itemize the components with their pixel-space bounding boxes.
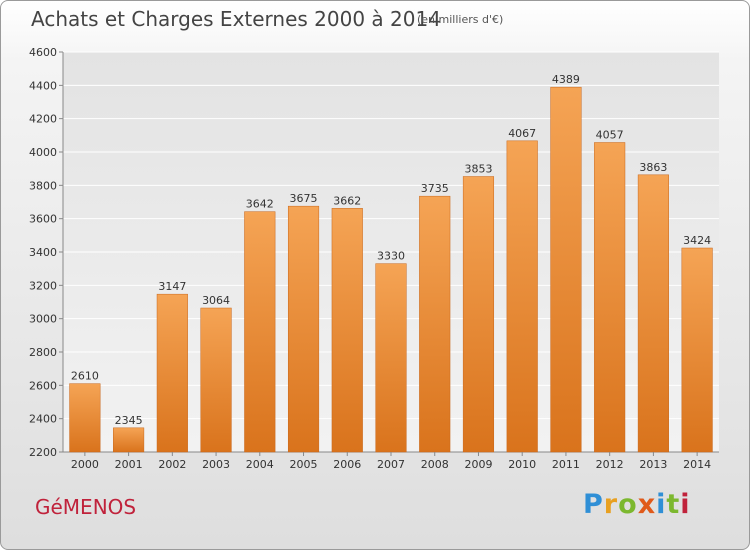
bar-value-label: 4067 bbox=[508, 127, 536, 140]
bar-value-label: 3642 bbox=[246, 198, 274, 211]
logo-letter: o bbox=[618, 489, 638, 520]
proxiti-logo: Proxiti bbox=[583, 489, 691, 520]
y-tick-label: 4400 bbox=[29, 79, 57, 92]
bar bbox=[594, 142, 626, 453]
y-tick-label: 2600 bbox=[29, 379, 57, 392]
bar-value-label: 3735 bbox=[421, 182, 449, 195]
bar-value-label: 2345 bbox=[115, 414, 143, 427]
logo-letter: i bbox=[680, 489, 691, 520]
bar bbox=[419, 195, 451, 453]
logo-letter: t bbox=[666, 489, 681, 520]
y-tick-label: 3800 bbox=[29, 179, 57, 192]
logo-letter: i bbox=[656, 489, 667, 520]
bar-value-label: 4389 bbox=[552, 73, 580, 86]
bar bbox=[200, 307, 232, 453]
x-tick-label: 2005 bbox=[290, 458, 318, 471]
y-tick-label: 3600 bbox=[29, 213, 57, 226]
bar-value-label: 3675 bbox=[290, 192, 318, 205]
bar bbox=[681, 247, 713, 453]
bar-value-label: 3424 bbox=[683, 234, 711, 247]
x-tick-label: 2004 bbox=[246, 458, 274, 471]
bar-value-label: 4057 bbox=[596, 129, 624, 142]
y-tick-label: 3000 bbox=[29, 313, 57, 326]
y-tick-label: 2800 bbox=[29, 346, 57, 359]
bar-value-label: 3064 bbox=[202, 294, 230, 307]
x-tick-label: 2002 bbox=[158, 458, 186, 471]
bar bbox=[113, 427, 145, 453]
x-tick-label: 2007 bbox=[377, 458, 405, 471]
bar-value-label: 3853 bbox=[464, 163, 492, 176]
bar bbox=[156, 293, 188, 453]
logo-letter: P bbox=[583, 489, 604, 520]
y-tick-label: 3200 bbox=[29, 279, 57, 292]
commune-name: GéMENOS bbox=[35, 495, 137, 519]
x-tick-label: 2011 bbox=[552, 458, 580, 471]
x-tick-label: 2000 bbox=[71, 458, 99, 471]
bar bbox=[331, 208, 363, 453]
bar bbox=[244, 211, 276, 453]
y-tick-label: 4600 bbox=[29, 46, 57, 59]
x-tick-label: 2013 bbox=[639, 458, 667, 471]
x-tick-label: 2009 bbox=[464, 458, 492, 471]
bar bbox=[287, 205, 320, 453]
x-tick-label: 2001 bbox=[115, 458, 143, 471]
bar bbox=[69, 383, 101, 453]
x-tick-label: 2008 bbox=[421, 458, 449, 471]
y-tick-label: 3400 bbox=[29, 246, 57, 259]
bar bbox=[462, 176, 495, 453]
x-tick-label: 2010 bbox=[508, 458, 536, 471]
bar-value-label: 3330 bbox=[377, 250, 405, 263]
x-tick-label: 2003 bbox=[202, 458, 230, 471]
bar bbox=[375, 263, 407, 453]
logo-letter: x bbox=[637, 489, 657, 520]
bar bbox=[637, 174, 669, 453]
logo-letter: r bbox=[603, 489, 619, 520]
x-tick-label: 2014 bbox=[683, 458, 711, 471]
bar bbox=[506, 140, 538, 453]
x-tick-label: 2006 bbox=[333, 458, 361, 471]
bar-value-label: 2610 bbox=[71, 370, 99, 383]
y-tick-label: 2200 bbox=[29, 446, 57, 459]
bar-value-label: 3863 bbox=[639, 161, 667, 174]
y-tick-label: 4200 bbox=[29, 113, 57, 126]
x-tick-label: 2012 bbox=[596, 458, 624, 471]
y-tick-label: 2400 bbox=[29, 413, 57, 426]
chart-unit: (en milliers d'€) bbox=[417, 13, 504, 26]
y-tick-label: 4000 bbox=[29, 146, 57, 159]
chart-title: Achats et Charges Externes 2000 à 2014 bbox=[31, 7, 441, 31]
bar-value-label: 3662 bbox=[333, 194, 361, 207]
bar-value-label: 3147 bbox=[158, 280, 186, 293]
bar bbox=[550, 86, 582, 453]
